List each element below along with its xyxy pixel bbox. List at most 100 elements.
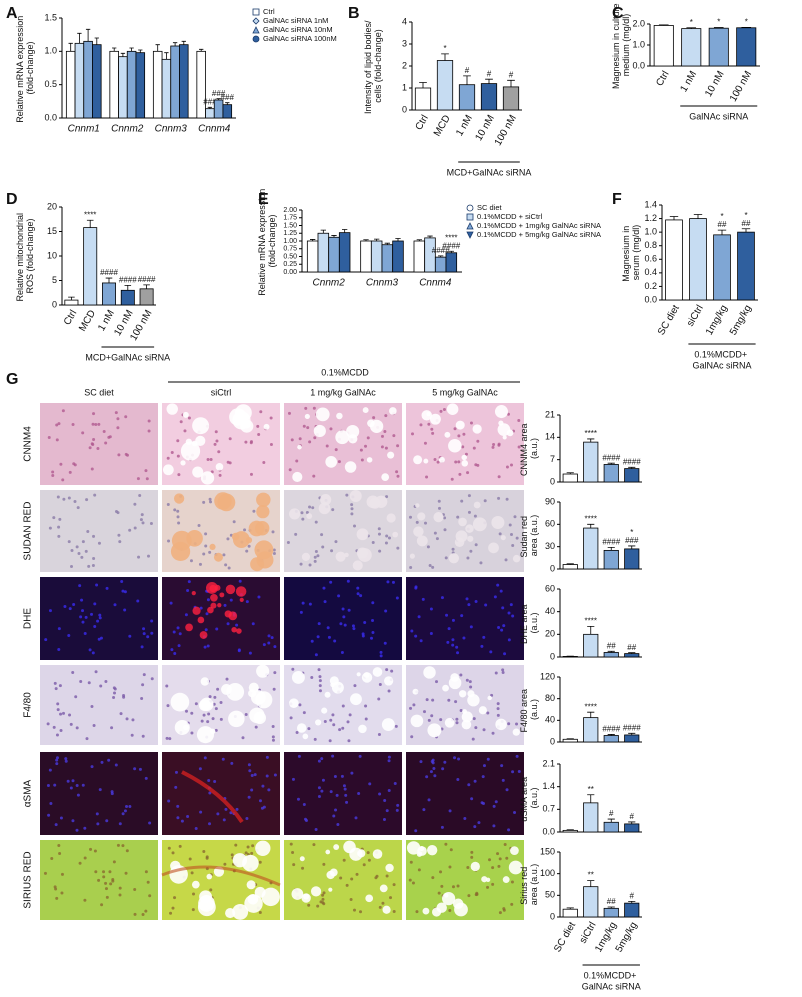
nucleus <box>387 788 391 792</box>
nucleus <box>300 511 304 515</box>
nucleus <box>46 722 50 726</box>
panel-letter: B <box>348 5 360 22</box>
error-bar <box>86 219 94 228</box>
nucleus <box>59 728 63 732</box>
nucleus <box>189 559 193 563</box>
nucleus <box>460 499 464 503</box>
nucleus <box>346 720 350 724</box>
lipid-droplet <box>240 419 254 433</box>
micrograph <box>284 752 402 835</box>
significance-label: #### <box>623 457 641 466</box>
lipid-droplet <box>335 551 346 562</box>
nucleus <box>431 876 435 880</box>
x-tick-label: Ctrl <box>414 113 431 132</box>
nucleus <box>287 411 291 415</box>
nucleus <box>426 545 430 549</box>
nucleus <box>439 718 443 722</box>
bar <box>152 50 163 119</box>
lipid-droplet <box>318 502 331 515</box>
nucleus <box>353 684 357 688</box>
y-tick-label: 40 <box>545 606 555 616</box>
nucleus <box>425 775 429 779</box>
nucleus <box>229 598 233 602</box>
nucleus <box>252 509 256 513</box>
lipid-droplet <box>213 552 223 562</box>
nucleus <box>505 856 509 860</box>
nucleus <box>507 611 511 615</box>
nucleus <box>124 415 128 419</box>
bar <box>736 27 757 67</box>
nucleus <box>128 634 132 638</box>
lipid-droplet <box>382 905 391 914</box>
micrograph-background <box>406 577 524 660</box>
nucleus <box>257 595 261 599</box>
nucleus <box>343 623 347 627</box>
bar <box>562 829 578 833</box>
nucleus <box>69 722 73 726</box>
nucleus <box>447 698 451 702</box>
nucleus <box>104 887 108 891</box>
nucleus <box>347 739 351 743</box>
nucleus <box>316 904 320 908</box>
nucleus <box>146 635 150 639</box>
nucleus <box>431 761 435 765</box>
nucleus <box>422 710 426 714</box>
nucleus <box>121 812 125 816</box>
nucleus <box>385 809 389 813</box>
nucleus <box>165 684 169 688</box>
nucleus <box>385 668 389 672</box>
nucleus <box>78 861 82 865</box>
nucleus <box>351 624 355 628</box>
lipid-droplet <box>467 694 480 707</box>
nucleus <box>90 612 94 616</box>
significance-label: ## <box>607 641 616 650</box>
x-tick-label: siCtrl <box>685 303 706 328</box>
lipid-droplet <box>289 698 299 708</box>
nucleus <box>393 782 397 786</box>
lipid-droplet <box>232 531 250 549</box>
lipid-droplet <box>487 695 492 701</box>
x-tick-label: Cnnm4 <box>419 278 452 289</box>
y-tick-label: 20 <box>545 629 555 639</box>
nucleus <box>75 828 79 832</box>
nucleus <box>507 638 511 642</box>
nucleus <box>96 446 100 450</box>
bar <box>713 234 731 301</box>
nucleus <box>474 543 478 547</box>
bar <box>562 473 578 483</box>
lipid-droplet <box>455 420 465 430</box>
significance-label: # <box>630 892 635 901</box>
nucleus <box>249 441 253 445</box>
nucleus <box>435 680 439 684</box>
y-tick-label: 5 <box>52 275 57 285</box>
nucleus <box>58 684 62 688</box>
y-tick-label: 3 <box>402 38 407 48</box>
nucleus <box>94 670 98 674</box>
text-line: F4/80 area <box>519 686 529 732</box>
nucleus <box>507 828 511 832</box>
nucleus <box>176 439 180 443</box>
nucleus <box>66 779 70 783</box>
nucleus <box>467 783 471 787</box>
nucleus <box>121 844 125 848</box>
micrograph-background <box>406 665 524 745</box>
legend-label: 0.1%MCDD + siCtrl <box>477 212 543 221</box>
nucleus <box>267 641 271 645</box>
nucleus <box>511 544 515 548</box>
micrograph <box>40 665 158 745</box>
nucleus <box>289 842 293 846</box>
y-tick-label: 14 <box>545 432 555 442</box>
collagen-fiber <box>161 865 281 887</box>
nucleus <box>53 783 57 787</box>
nucleus <box>456 884 460 888</box>
lipid-droplet <box>444 717 455 728</box>
nucleus <box>317 622 321 626</box>
nucleus <box>235 623 239 627</box>
nucleus <box>188 857 192 861</box>
nucleus <box>291 851 295 855</box>
lipid-droplet <box>488 542 499 554</box>
nucleus <box>379 650 383 654</box>
lipid-droplet <box>255 691 273 709</box>
nucleus <box>382 818 386 822</box>
lipid-droplet <box>291 888 304 900</box>
